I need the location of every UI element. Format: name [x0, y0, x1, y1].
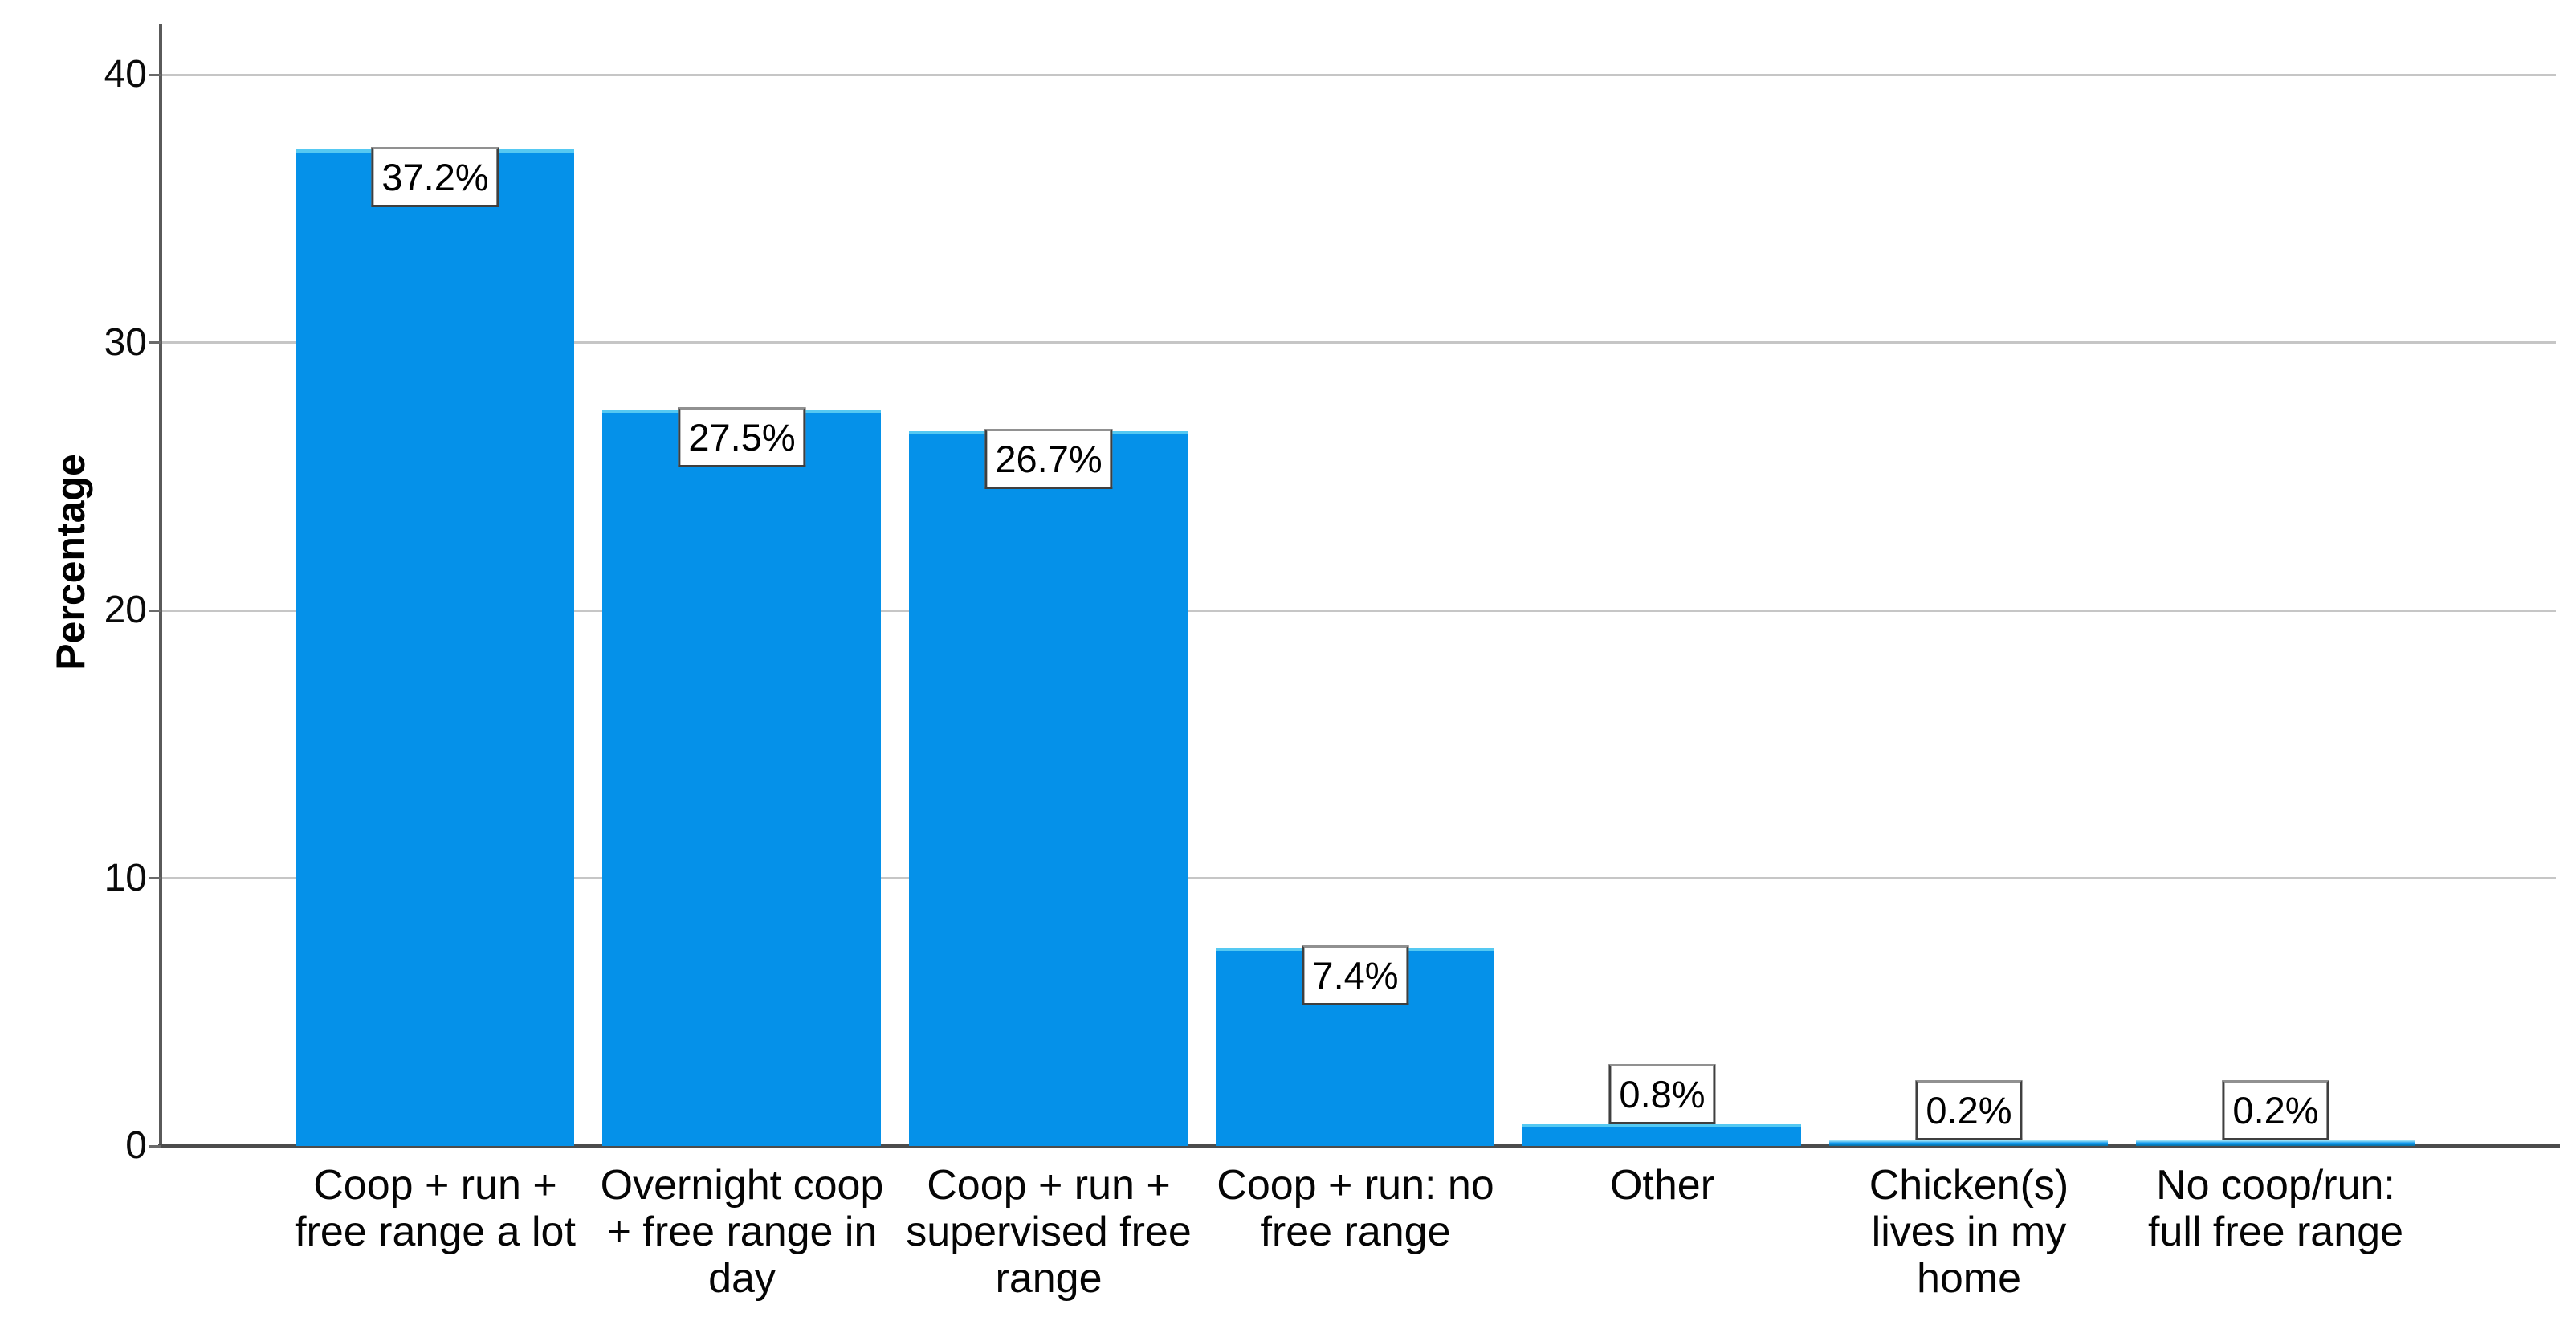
x-tick-label: Chicken(s) lives in my home	[1869, 1162, 2069, 1302]
gridline-10	[161, 877, 2556, 879]
x-tick-label: Coop + run + supervised free range	[906, 1162, 1192, 1302]
x-tick-label: Coop + run: no free range	[1217, 1162, 1494, 1255]
bar-group-full-free-range: 0.2% No coop/run: full free range	[2122, 0, 2429, 1317]
bar-group-supervised-free-range: 26.7% Coop + run + supervised free range	[895, 0, 1202, 1317]
y-tick-label: 10	[104, 856, 147, 899]
value-label: 27.5%	[678, 407, 806, 467]
y-tick-label: 20	[104, 589, 147, 631]
y-tick-mark-20	[149, 609, 161, 612]
bar-group-other: 0.8% Other	[1509, 0, 1816, 1317]
y-tick-mark-0	[149, 1144, 161, 1148]
y-tick-label: 30	[104, 320, 147, 364]
y-axis-line	[159, 24, 162, 1148]
x-tick-label: Coop + run + free range a lot	[295, 1162, 576, 1255]
y-axis-title: Percentage	[48, 454, 93, 671]
bar-group-no-free-range: 7.4% Coop + run: no free range	[1202, 0, 1509, 1317]
bar-group-chickens-in-home: 0.2% Chicken(s) lives in my home	[1816, 0, 2122, 1317]
bar	[909, 431, 1188, 1146]
y-tick-label: 0	[125, 1124, 147, 1167]
bar	[2136, 1140, 2415, 1146]
bar	[602, 410, 881, 1146]
value-label: 0.2%	[2222, 1080, 2329, 1140]
x-tick-label: Overnight coop + free range in day	[600, 1162, 884, 1302]
value-label: 37.2%	[371, 147, 499, 207]
bar-group-overnight-coop: 27.5% Overnight coop + free range in day	[589, 0, 895, 1317]
y-tick-mark-40	[149, 73, 161, 76]
bar	[296, 149, 574, 1146]
x-axis-line	[158, 1144, 2560, 1148]
bar	[1829, 1140, 2108, 1146]
gridline-30	[161, 341, 2556, 344]
y-tick-label: 40	[104, 53, 147, 96]
value-label: 26.7%	[984, 429, 1113, 489]
x-tick-label: No coop/run: full free range	[2148, 1162, 2403, 1255]
value-label: 7.4%	[1302, 945, 1409, 1005]
value-label: 0.2%	[1915, 1080, 2023, 1140]
bar	[1522, 1124, 1801, 1146]
y-tick-mark-10	[149, 877, 161, 879]
gridline-20	[161, 609, 2556, 612]
x-tick-label: Other	[1609, 1162, 1715, 1209]
value-label: 0.8%	[1608, 1064, 1716, 1124]
bar-group-coop-run-free-range-a-lot: 37.2% Coop + run + free range a lot	[282, 0, 589, 1317]
gridline-40	[161, 73, 2556, 76]
y-tick-mark-30	[149, 341, 161, 344]
